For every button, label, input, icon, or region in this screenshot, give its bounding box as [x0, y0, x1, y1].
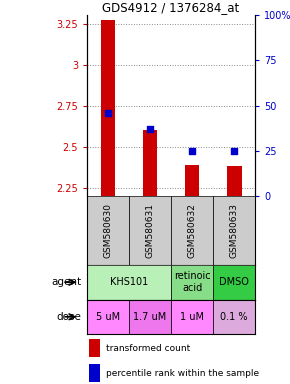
- Text: DMSO: DMSO: [219, 277, 249, 287]
- Text: KHS101: KHS101: [110, 277, 148, 287]
- Text: retinoic
acid: retinoic acid: [174, 271, 211, 293]
- Point: [190, 148, 195, 154]
- Text: GSM580632: GSM580632: [188, 203, 197, 258]
- Bar: [143, 130, 157, 196]
- Text: 5 uM: 5 uM: [96, 312, 120, 322]
- Text: GSM580630: GSM580630: [104, 203, 113, 258]
- Bar: [213, 196, 255, 265]
- Text: 1.7 uM: 1.7 uM: [133, 312, 167, 322]
- Title: GDS4912 / 1376284_at: GDS4912 / 1376284_at: [102, 1, 240, 14]
- Text: GSM580631: GSM580631: [146, 203, 155, 258]
- Bar: [89, 339, 100, 356]
- Text: GSM580633: GSM580633: [230, 203, 239, 258]
- Text: 1 uM: 1 uM: [180, 312, 204, 322]
- Bar: [227, 166, 242, 196]
- Text: dose: dose: [56, 312, 81, 322]
- Bar: [213, 300, 255, 334]
- Bar: [129, 300, 171, 334]
- Bar: [213, 265, 255, 300]
- Bar: [101, 20, 115, 196]
- Text: agent: agent: [51, 277, 81, 287]
- Bar: [87, 265, 171, 300]
- Bar: [87, 196, 129, 265]
- Point: [106, 110, 110, 116]
- Bar: [87, 300, 129, 334]
- Bar: [89, 364, 100, 382]
- Point: [148, 126, 153, 132]
- Text: transformed count: transformed count: [106, 344, 190, 353]
- Bar: [171, 196, 213, 265]
- Bar: [171, 300, 213, 334]
- Bar: [185, 165, 200, 196]
- Bar: [171, 265, 213, 300]
- Text: 0.1 %: 0.1 %: [220, 312, 248, 322]
- Text: percentile rank within the sample: percentile rank within the sample: [106, 369, 259, 377]
- Bar: [129, 196, 171, 265]
- Point: [232, 148, 237, 154]
